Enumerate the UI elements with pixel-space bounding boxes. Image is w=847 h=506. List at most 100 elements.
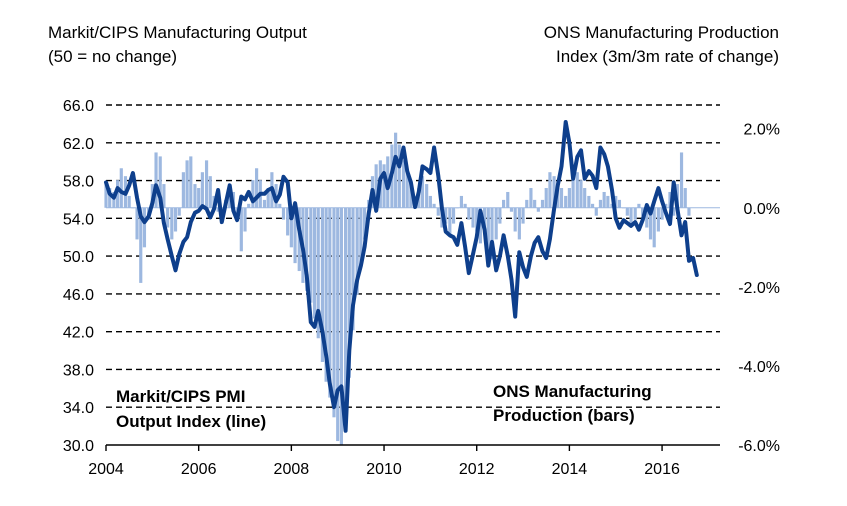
production-bar bbox=[409, 184, 413, 208]
line-annotation: Markit/CIPS PMI Output Index (line) bbox=[116, 387, 266, 431]
production-bar bbox=[679, 152, 684, 208]
production-bar bbox=[475, 207, 479, 232]
production-bar bbox=[158, 156, 162, 208]
production-bar bbox=[451, 207, 456, 224]
left-tick-label: 50.0 bbox=[63, 249, 94, 266]
production-bar bbox=[139, 207, 143, 283]
production-bar bbox=[533, 199, 537, 208]
line-annotation-line-1: Markit/CIPS PMI bbox=[116, 387, 245, 406]
production-bar bbox=[108, 188, 112, 208]
production-bar bbox=[262, 199, 267, 208]
x-tick-label: 2008 bbox=[274, 461, 310, 478]
production-bar bbox=[208, 176, 212, 208]
production-bar bbox=[112, 191, 116, 208]
left-tick-label: 42.0 bbox=[63, 325, 94, 342]
production-bar bbox=[517, 207, 521, 240]
production-bar bbox=[436, 207, 440, 216]
production-bar bbox=[521, 207, 525, 224]
production-bar bbox=[529, 188, 533, 208]
production-bar bbox=[119, 168, 123, 208]
production-bar bbox=[625, 207, 629, 216]
right-tick-label: 2.0% bbox=[744, 122, 780, 139]
production-bar bbox=[255, 168, 259, 208]
line-annotation-line-2: Output Index (line) bbox=[116, 412, 266, 431]
production-bar bbox=[343, 207, 348, 422]
production-bar bbox=[478, 207, 483, 244]
production-bar bbox=[347, 207, 351, 378]
production-bar bbox=[486, 207, 490, 256]
production-bar bbox=[181, 172, 185, 208]
production-bar bbox=[610, 203, 614, 208]
x-tick-label: 2012 bbox=[459, 461, 495, 478]
production-bar bbox=[405, 172, 409, 208]
right-tick-label: -6.0% bbox=[738, 438, 780, 455]
production-bar bbox=[587, 195, 591, 208]
production-bar bbox=[278, 203, 282, 208]
bar-annotation-line-1: ONS Manufacturing bbox=[493, 382, 652, 401]
production-bar bbox=[266, 188, 270, 208]
production-bar bbox=[397, 144, 401, 208]
production-bar bbox=[401, 160, 406, 208]
production-bar bbox=[420, 176, 425, 208]
production-bar bbox=[193, 184, 197, 208]
right-tick-label: 0.0% bbox=[744, 201, 780, 218]
production-bar bbox=[154, 152, 158, 208]
production-bar bbox=[289, 207, 293, 248]
production-bar bbox=[575, 172, 579, 208]
production-bar bbox=[579, 180, 583, 208]
production-bar bbox=[339, 207, 343, 445]
gridlines bbox=[106, 104, 720, 408]
left-tick-label: 34.0 bbox=[63, 400, 94, 417]
production-bar bbox=[351, 207, 355, 331]
production-bar bbox=[197, 188, 201, 208]
left-tick-label: 46.0 bbox=[63, 287, 94, 304]
production-bar bbox=[189, 156, 193, 208]
production-bar bbox=[243, 207, 247, 232]
production-bar bbox=[428, 195, 432, 208]
production-bar bbox=[602, 191, 606, 208]
production-bar bbox=[637, 203, 641, 208]
production-bar bbox=[687, 207, 691, 216]
right-tick-label: -2.0% bbox=[738, 280, 780, 297]
production-bar bbox=[312, 207, 317, 319]
left-axis-ticks: 66.0 62.0 58.0 54.0 50.0 46.0 42.0 38.0 34.0 30.0 bbox=[63, 98, 94, 455]
production-bar bbox=[173, 207, 178, 232]
left-tick-label: 66.0 bbox=[63, 98, 94, 115]
production-bar bbox=[116, 180, 120, 208]
production-bar bbox=[247, 203, 251, 208]
production-bar bbox=[552, 176, 556, 208]
production-bar bbox=[664, 203, 668, 208]
production-bar bbox=[170, 207, 174, 240]
title-left-line-1: Markit/CIPS Manufacturing Output bbox=[48, 23, 307, 42]
left-tick-label: 54.0 bbox=[63, 211, 94, 228]
production-bar bbox=[633, 207, 637, 220]
title-right-line-2: Index (3m/3m rate of change) bbox=[556, 47, 779, 66]
production-bar bbox=[251, 180, 255, 208]
production-bar bbox=[382, 164, 386, 208]
production-bar bbox=[629, 207, 633, 224]
bar-annotation-line-2: Production (bars) bbox=[493, 406, 635, 425]
x-tick-label: 2014 bbox=[552, 461, 588, 478]
right-axis-ticks: 2.0% 0.0% -2.0% -4.0% -6.0% bbox=[738, 122, 780, 455]
production-bar bbox=[166, 207, 170, 228]
right-tick-label: -4.0% bbox=[738, 359, 780, 376]
production-bar bbox=[660, 207, 664, 220]
production-bar bbox=[467, 207, 471, 220]
production-bar bbox=[564, 195, 568, 208]
production-bar bbox=[617, 199, 622, 208]
production-bar bbox=[127, 195, 131, 208]
production-bar bbox=[355, 207, 359, 295]
production-bar bbox=[286, 207, 290, 236]
production-bar bbox=[672, 207, 676, 216]
production-bar bbox=[583, 188, 587, 208]
x-tick-label: 2006 bbox=[181, 461, 217, 478]
production-bar bbox=[683, 188, 687, 208]
production-bar bbox=[494, 207, 498, 240]
production-bar bbox=[239, 207, 243, 252]
title-left-line-2: (50 = no change) bbox=[48, 47, 177, 66]
production-bar bbox=[471, 207, 475, 228]
production-bar bbox=[104, 184, 108, 208]
production-bar bbox=[185, 160, 189, 208]
production-bar bbox=[525, 199, 529, 208]
production-bar bbox=[656, 207, 660, 232]
